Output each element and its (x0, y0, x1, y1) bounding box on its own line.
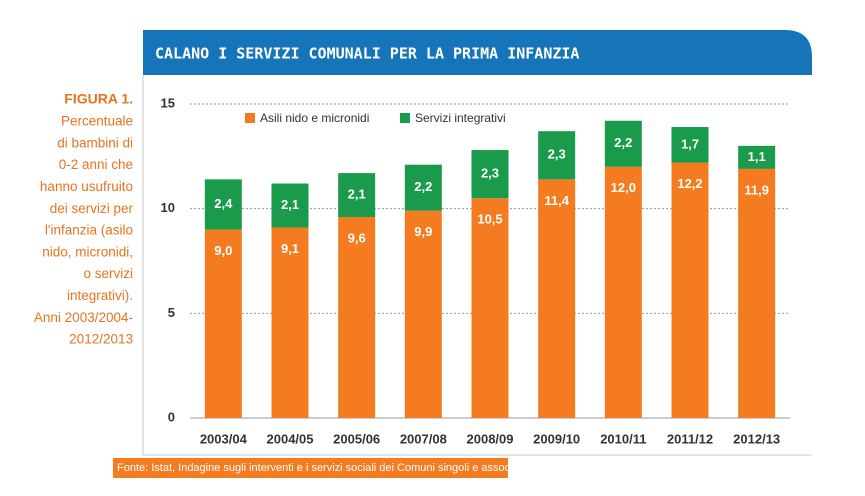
x-tick-label: 2010/11 (600, 431, 646, 446)
bar-segment (738, 145, 776, 169)
value-label: 2,3 (548, 147, 566, 162)
bar-segment (204, 179, 242, 230)
y-tick-label: 10 (161, 200, 175, 215)
source-box (113, 458, 508, 478)
bar-segment (338, 173, 376, 218)
bar-segment (204, 229, 242, 418)
value-label: 2,2 (414, 179, 432, 194)
bar-segment (271, 183, 309, 228)
y-tick-label: 0 (168, 409, 175, 424)
value-label: 2,1 (281, 197, 299, 212)
value-label: 9,6 (348, 230, 366, 245)
value-label: 2,1 (348, 186, 366, 201)
legend-swatch (245, 113, 255, 123)
caption-line: l'infanzia (asilo (45, 223, 133, 238)
bar-segment (271, 227, 309, 418)
value-label: 9,9 (414, 224, 432, 239)
value-label: 11,9 (744, 182, 769, 197)
caption-line: Percentuale (61, 114, 133, 129)
x-tick-label: 2004/05 (267, 431, 314, 446)
x-tick-label: 2012/13 (733, 431, 780, 446)
legend-swatch (400, 113, 410, 123)
y-tick-label: 5 (168, 305, 175, 320)
value-label: 1,1 (748, 149, 766, 164)
caption-line: dei servizi per (50, 201, 134, 216)
caption-line: hanno usufruito (40, 179, 133, 194)
bar-segment (404, 210, 442, 418)
x-tick-label: 2007/08 (400, 431, 447, 446)
bar-segment (604, 166, 642, 418)
source: Fonte: Istat, Indagine sugli interventi … (117, 462, 524, 474)
x-tick-label: 2003/04 (200, 431, 248, 446)
bar-segment (538, 131, 576, 180)
value-label: 2,3 (481, 166, 499, 181)
bar-segment (538, 179, 576, 418)
caption-line: o servizi (83, 266, 133, 281)
legend-label: Servizi integrativi (415, 111, 506, 125)
legend-label: Asili nido e micronidi (260, 111, 369, 125)
value-label: 1,7 (681, 136, 699, 151)
x-tick-label: 2005/06 (333, 431, 380, 446)
figure-label: FIGURA 1. (64, 91, 133, 107)
caption-line: integrativi). (67, 288, 133, 303)
value-label: 12,2 (677, 176, 702, 191)
chart-title: CALANO I SERVIZI COMUNALI PER LA PRIMA I… (155, 45, 579, 63)
bar-segment (604, 120, 642, 167)
y-tick-label: 15 (161, 95, 175, 110)
bar-segment (671, 127, 709, 163)
x-tick-label: 2009/10 (533, 431, 580, 446)
bar-segment (738, 168, 776, 418)
bar-segment (671, 162, 709, 418)
value-label: 2,2 (614, 135, 632, 150)
value-label: 12,0 (611, 180, 636, 195)
value-label: 2,4 (214, 196, 233, 211)
value-label: 11,4 (544, 193, 569, 208)
value-label: 9,0 (214, 243, 232, 258)
bar-segment (338, 217, 376, 418)
bar-segment (471, 198, 509, 418)
value-label: 9,1 (281, 241, 299, 256)
header-bar (143, 30, 812, 75)
caption-line: 0-2 anni che (59, 157, 133, 172)
value-label: 10,5 (477, 212, 502, 227)
x-tick-label: 2008/09 (467, 431, 514, 446)
caption-line: Anni 2003/2004- (34, 310, 133, 325)
bar-segment (404, 164, 442, 211)
bar-segment (471, 150, 509, 199)
chart-frame (142, 75, 812, 456)
x-tick-label: 2011/12 (667, 431, 713, 446)
caption-line: di bambini di (57, 135, 133, 150)
caption-line: 2012/2013 (69, 332, 133, 347)
caption-line: nido, micronidi, (42, 244, 133, 259)
